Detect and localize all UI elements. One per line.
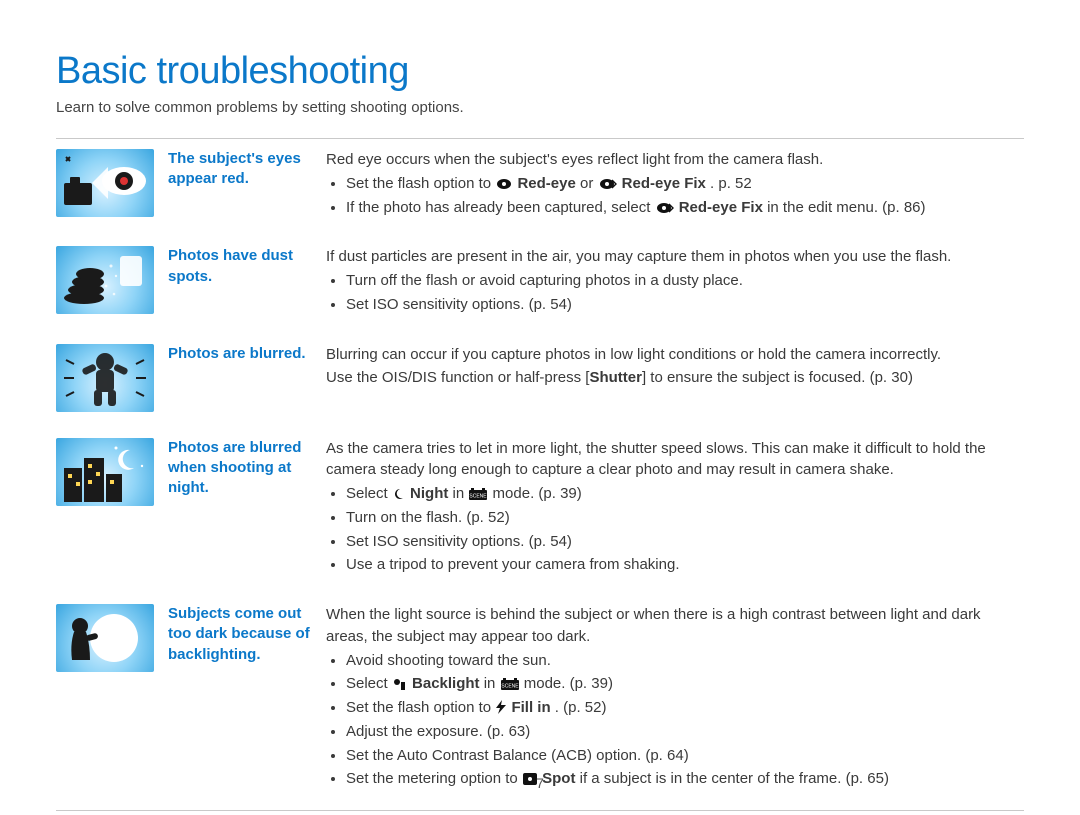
txt: in — [453, 485, 469, 502]
solution-intro: As the camera tries to let in more light… — [326, 438, 1024, 482]
txt: Set the flash option to — [346, 699, 495, 716]
scene-mode-icon: SCENE — [469, 488, 487, 500]
list-item: Select Backlight in SCENE mode. (p. 39) — [346, 673, 1024, 695]
txt: . (p. 52) — [555, 699, 607, 716]
list-item: Select Night in SCENE mode. (p. 39) — [346, 483, 1024, 505]
troubleshooting-table: The subject's eyes appear red. Red eye o… — [56, 139, 1024, 810]
flash-icon — [496, 700, 506, 714]
backlight-icon — [393, 678, 407, 690]
solution-intro: If dust particles are present in the air… — [326, 246, 1024, 268]
eye-icon — [496, 178, 512, 190]
problem-label: Subjects come out too dark because of ba… — [168, 604, 326, 665]
thumb-backlight — [56, 604, 154, 672]
solution-text: If dust particles are present in the air… — [326, 246, 1024, 317]
txt: Use the OIS/DIS function or half-press [ — [326, 369, 589, 386]
txt: Select — [346, 675, 392, 692]
txt: Red-eye — [517, 175, 575, 192]
solution-text: Red eye occurs when the subject's eyes r… — [326, 149, 1024, 220]
list-item: Set ISO sensitivity options. (p. 54) — [346, 294, 1024, 316]
table-row: Photos are blurred. Blurring can occur i… — [56, 336, 1024, 430]
solution-intro: Red eye occurs when the subject's eyes r… — [326, 149, 1024, 171]
list-item: Set ISO sensitivity options. (p. 54) — [346, 531, 1024, 553]
page-title: Basic troubleshooting — [56, 50, 1024, 93]
eye-fix-icon — [599, 178, 617, 190]
txt: Fill in — [511, 699, 550, 716]
svg-text:SCENE: SCENE — [470, 494, 488, 500]
txt: Red-eye Fix — [679, 199, 763, 216]
solution-text: Blurring can occur if you capture photos… — [326, 344, 1024, 392]
txt: or — [580, 175, 598, 192]
thumb-night — [56, 438, 154, 506]
solution-text: As the camera tries to let in more light… — [326, 438, 1024, 579]
list-item: Avoid shooting toward the sun. — [346, 650, 1024, 672]
txt: mode. (p. 39) — [524, 675, 613, 692]
svg-text:SCENE: SCENE — [501, 684, 519, 690]
problem-label: The subject's eyes appear red. — [168, 149, 326, 190]
txt: If the photo has already been captured, … — [346, 199, 655, 216]
list-item: Adjust the exposure. (p. 63) — [346, 721, 1024, 743]
divider-bottom — [56, 810, 1024, 811]
txt: in the edit menu. (p. 86) — [767, 199, 925, 216]
shutter-key: Shutter — [589, 369, 642, 386]
thumb-blur — [56, 344, 154, 412]
list-item: Set the Auto Contrast Balance (ACB) opti… — [346, 745, 1024, 767]
list-item: Turn on the flash. (p. 52) — [346, 507, 1024, 529]
list-item: Turn off the flash or avoid capturing ph… — [346, 270, 1024, 292]
txt: Set the flash option to — [346, 175, 495, 192]
moon-icon — [393, 488, 405, 500]
problem-label: Photos have dust spots. — [168, 246, 326, 287]
solution-intro: When the light source is behind the subj… — [326, 604, 1024, 648]
list-item: Set the flash option to Fill in . (p. 52… — [346, 697, 1024, 719]
txt: Backlight — [412, 675, 480, 692]
eye-fix-icon — [656, 202, 674, 214]
txt: in — [484, 675, 500, 692]
page-number: 7 — [0, 775, 1080, 791]
page-subtitle: Learn to solve common problems by settin… — [56, 99, 1024, 116]
txt: . p. 52 — [710, 175, 752, 192]
table-row: Photos are blurred when shooting at nigh… — [56, 430, 1024, 597]
txt: Night — [410, 485, 448, 502]
list-item: Use a tripod to prevent your camera from… — [346, 554, 1024, 576]
problem-label: Photos are blurred. — [168, 344, 326, 364]
txt: Red-eye Fix — [622, 175, 706, 192]
solution-intro: Blurring can occur if you capture photos… — [326, 344, 1024, 366]
list-item: Set the flash option to Red-eye or Red-e… — [346, 173, 1024, 195]
scene-mode-icon: SCENE — [501, 678, 519, 690]
txt: Select — [346, 485, 392, 502]
list-item: If the photo has already been captured, … — [346, 197, 1024, 219]
thumb-dust — [56, 246, 154, 314]
problem-label: Photos are blurred when shooting at nigh… — [168, 438, 326, 499]
table-row: Photos have dust spots. If dust particle… — [56, 238, 1024, 335]
table-row: The subject's eyes appear red. Red eye o… — [56, 139, 1024, 238]
txt: ] to ensure the subject is focused. (p. … — [642, 369, 913, 386]
txt: mode. (p. 39) — [493, 485, 582, 502]
solution-text: When the light source is behind the subj… — [326, 604, 1024, 792]
thumb-redeye — [56, 149, 154, 217]
